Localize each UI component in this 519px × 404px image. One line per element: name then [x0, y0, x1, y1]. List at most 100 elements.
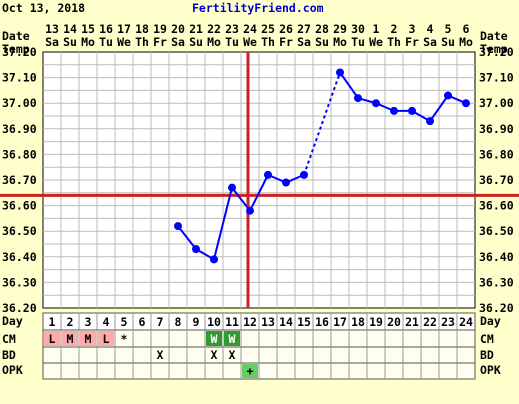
day-of-week: Su [315, 35, 329, 49]
y-tick-label-right: 36.20 [479, 301, 514, 315]
cycle-day-number: 16 [315, 315, 329, 329]
cm-row-label: CM [2, 332, 16, 346]
series-segment [249, 174, 269, 212]
date-number: 15 [81, 22, 95, 36]
date-number: 20 [171, 22, 185, 36]
opk-row-label: OPK [2, 363, 23, 377]
cycle-day-number: 20 [387, 315, 401, 329]
y-tick-label-right: 36.40 [479, 250, 514, 264]
day-of-week: Mo [459, 35, 473, 49]
day-of-week: Th [135, 35, 149, 49]
date-number: 21 [189, 22, 203, 36]
date-number: 13 [45, 22, 59, 36]
day-of-week: Tu [225, 35, 239, 49]
y-tick-label-right: 37.00 [479, 96, 514, 110]
cm-cell [44, 331, 60, 346]
series-segment [429, 94, 449, 122]
cycle-day-number: 24 [459, 315, 473, 329]
cycle-day-number: 3 [85, 315, 92, 329]
series-segment [231, 187, 251, 212]
date-number: 5 [445, 22, 452, 36]
date-number: 28 [315, 22, 329, 36]
day-of-week: Su [189, 35, 203, 49]
day-of-week: We [369, 35, 383, 49]
date-row-label: Date [2, 29, 30, 43]
temp-point [372, 99, 380, 108]
temp-point [426, 117, 434, 126]
y-tick-label: 37.10 [2, 71, 37, 85]
date-number: 4 [427, 22, 434, 36]
day-of-week: Su [63, 35, 77, 49]
observation-rows: 1 2 3 4 5 6 7 8 9 10 11 12 13 14 15 16 17 18 19 20 21 22 23 24L… [42, 312, 476, 380]
day-row-label: Day [2, 314, 23, 328]
day-of-week: Su [441, 35, 455, 49]
temp-point [228, 183, 236, 192]
date-number: 16 [99, 22, 113, 36]
bd-marker: X [157, 348, 164, 362]
y-tick-label: 36.50 [2, 224, 37, 238]
cm-cell [224, 331, 240, 346]
bd-row-label: BD [2, 348, 16, 362]
date-number: 6 [463, 22, 470, 36]
day-of-week: Tu [99, 35, 113, 49]
day-of-week: Sa [171, 35, 185, 49]
temperature-series [174, 68, 470, 264]
y-tick-label: 36.80 [2, 147, 37, 161]
date-number: 18 [135, 22, 149, 36]
temp-point [246, 206, 254, 215]
date-number: 19 [153, 22, 167, 36]
temp-point [174, 222, 182, 231]
series-segment [177, 225, 197, 250]
y-tick-label: 36.20 [2, 301, 37, 315]
day-of-week: Sa [297, 35, 311, 49]
cm-code: W [211, 332, 218, 346]
temp-point [210, 255, 218, 264]
y-tick-label: 36.90 [2, 122, 37, 136]
date-number: 30 [351, 22, 365, 36]
day-of-week: Mo [81, 35, 95, 49]
day-of-week: Fr [405, 35, 419, 49]
day-of-week: Sa [45, 35, 59, 49]
y-tick-label: 36.70 [2, 173, 37, 187]
y-tick-label: 37.00 [2, 96, 37, 110]
day-of-week: Mo [333, 35, 347, 49]
day-of-week: Fr [279, 35, 293, 49]
date-number: 25 [261, 22, 275, 36]
cycle-day-number: 12 [243, 315, 257, 329]
date-number: 17 [117, 22, 131, 36]
date-number: 2 [391, 22, 398, 36]
date-number: 1 [373, 22, 380, 36]
header-date: Oct 13, 2018 [2, 1, 85, 15]
cycle-day-number: 8 [175, 315, 182, 329]
cm-cell [62, 331, 78, 346]
y-tick-label-right: 37.20 [479, 45, 514, 59]
temp-point [444, 91, 452, 100]
cycle-day-number: 15 [297, 315, 311, 329]
cm-cell [98, 331, 114, 346]
y-tick-label-right: 36.60 [479, 199, 514, 213]
cycle-day-number: 2 [67, 315, 74, 329]
cycle-day-number: 10 [207, 315, 221, 329]
cycle-day-number: 17 [333, 315, 347, 329]
y-tick-label-right: 36.50 [479, 224, 514, 238]
y-tick-label-right: 36.30 [479, 275, 514, 289]
y-tick-label-right: 36.90 [479, 122, 514, 136]
cycle-day-number: 11 [225, 315, 239, 329]
cm-code: L [103, 332, 110, 346]
grid-layer [42, 51, 476, 309]
temp-axis-label: Temp [2, 42, 30, 56]
day-of-week: Fr [153, 35, 167, 49]
site-link[interactable]: FertilityFriend.com [192, 1, 324, 15]
temp-point [408, 106, 416, 115]
y-tick-label-right: 36.80 [479, 147, 514, 161]
date-number: 14 [63, 22, 77, 36]
bd-marker: X [211, 348, 218, 362]
coverline-layer [0, 52, 519, 308]
y-tick-label: 36.30 [2, 275, 37, 289]
temp-point [354, 94, 362, 103]
temp-point [336, 68, 344, 77]
cycle-day-number: 21 [405, 315, 419, 329]
opk-cell [242, 364, 258, 378]
date-number: 22 [207, 22, 221, 36]
